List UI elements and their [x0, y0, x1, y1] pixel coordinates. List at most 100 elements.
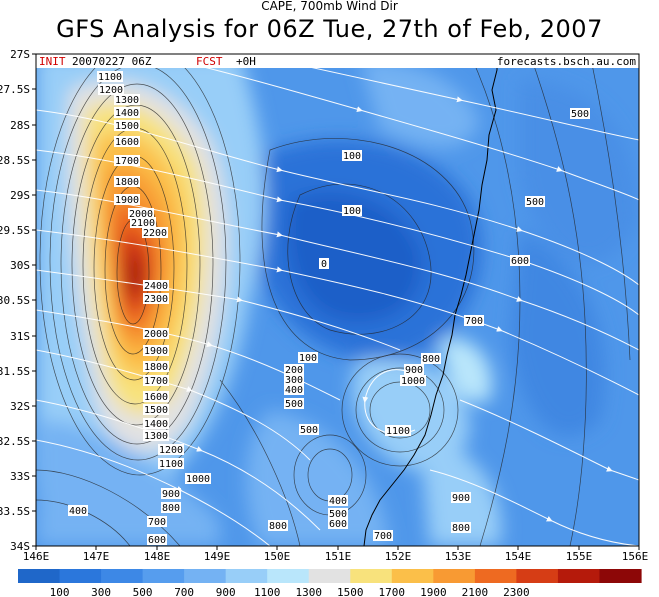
svg-text:400: 400 [329, 496, 347, 507]
svg-text:600: 600 [148, 535, 166, 546]
svg-text:1600: 1600 [144, 392, 168, 403]
colorbar-swatch [308, 569, 351, 583]
colorbar: 100 300 500 700 900 1100 1300 1500 1700 1900 2100 2… [18, 569, 642, 597]
longitude-axis: 146E 147E 148E 149E 150E 151E 152E 153E … [23, 546, 648, 563]
contour-label: 1100 [97, 71, 123, 83]
contour-label: 500 [284, 398, 304, 410]
svg-text:600: 600 [511, 256, 529, 267]
colorbar-tick-label: 700 [174, 586, 194, 597]
svg-text:1400: 1400 [115, 108, 139, 119]
contour-label: 1200 [158, 444, 184, 456]
contour-label: 400 [68, 505, 88, 517]
colorbar-tick-label: 300 [91, 586, 111, 597]
contour-label: 1900 [114, 194, 140, 206]
svg-text:2000: 2000 [129, 209, 153, 220]
svg-text:900: 900 [405, 365, 423, 376]
svg-text:800: 800 [269, 521, 287, 532]
fcst-value: +0H [236, 55, 256, 68]
contour-label: 1300 [143, 430, 169, 442]
contour-label: 500 [328, 508, 348, 520]
colorbar-tick-label: 1300 [295, 586, 322, 597]
svg-text:2300: 2300 [144, 294, 168, 305]
contour-label: 1900 [143, 345, 169, 357]
fcst-label: FCST [196, 55, 223, 68]
lon-tick-label: 150E [264, 550, 291, 563]
contour-label: 1800 [143, 361, 169, 373]
lat-tick-label: 33.5S [0, 505, 30, 518]
contour-label: 2100 [130, 217, 156, 229]
svg-text:600: 600 [329, 519, 347, 530]
lon-tick-label: 153E [445, 550, 472, 563]
contour-label: 1700 [114, 155, 140, 167]
lat-tick-label: 33S [10, 470, 30, 483]
init-value: 20070227 06Z [72, 55, 152, 68]
lon-tick-label: 147E [83, 550, 110, 563]
colorbar-tick-label: 1500 [337, 586, 364, 597]
contour-label: 100 [298, 352, 318, 364]
svg-text:400: 400 [285, 385, 303, 396]
svg-text:1000: 1000 [401, 376, 425, 387]
contour-label: 2400 [143, 280, 169, 292]
colorbar-tick-label: 1900 [420, 586, 447, 597]
svg-text:1700: 1700 [115, 156, 139, 167]
contour-label: 500 [570, 108, 590, 120]
contour-label: 400 [284, 384, 304, 396]
svg-text:500: 500 [329, 509, 347, 520]
colorbar-swatch [391, 569, 434, 583]
cape-field [36, 54, 639, 546]
svg-text:0: 0 [321, 259, 327, 270]
svg-text:800: 800 [162, 503, 180, 514]
colorbar-tick-label: 500 [133, 586, 153, 597]
svg-text:700: 700 [465, 316, 483, 327]
svg-text:1400: 1400 [144, 419, 168, 430]
svg-text:1100: 1100 [98, 72, 122, 83]
colorbar-swatch [225, 569, 268, 583]
svg-text:700: 700 [148, 517, 166, 528]
svg-text:2200: 2200 [143, 228, 167, 239]
lon-tick-label: 148E [144, 550, 171, 563]
source-credit: forecasts.bsch.au.com [497, 55, 636, 68]
lat-tick-label: 30.5S [0, 294, 30, 307]
colorbar-swatch [516, 569, 559, 583]
contour-label: 1600 [143, 391, 169, 403]
colorbar-swatch [184, 569, 227, 583]
colorbar-tick-label: 1100 [254, 586, 281, 597]
svg-text:500: 500 [571, 109, 589, 120]
contour-label: 0 [319, 258, 329, 270]
contour-label: 2200 [142, 227, 168, 239]
info-strip: INIT 20070227 06Z FCST +0H forecasts.bsc… [36, 54, 639, 68]
contour-label: 1400 [114, 107, 140, 119]
svg-text:1800: 1800 [144, 362, 168, 373]
svg-text:2400: 2400 [144, 281, 168, 292]
contour-label: 900 [451, 492, 471, 504]
colorbar-tick-label: 2100 [462, 586, 489, 597]
contour-label: 100 [342, 205, 362, 217]
map-title: GFS Analysis for 06Z Tue, 27th of Feb, 2… [56, 15, 603, 43]
map-supertitle: CAPE, 700mb Wind Dir [261, 0, 398, 13]
colorbar-tick-label: 1700 [379, 586, 406, 597]
contour-label: 700 [464, 315, 484, 327]
svg-text:2100: 2100 [131, 218, 155, 229]
contour-label: 600 [147, 534, 167, 546]
contour-label: 400 [328, 495, 348, 507]
lat-tick-label: 28S [10, 119, 30, 132]
lat-tick-label: 29S [10, 189, 30, 202]
svg-text:1900: 1900 [144, 346, 168, 357]
colorbar-tick-label: 900 [216, 586, 236, 597]
svg-text:1600: 1600 [115, 137, 139, 148]
latitude-axis: 27S 27.5S 28S 28.5S 29S 29.5S 30S 30.5S … [0, 48, 36, 553]
colorbar-swatch [267, 569, 310, 583]
contour-label: 1000 [400, 375, 426, 387]
lat-tick-label: 31.5S [0, 365, 30, 378]
lon-tick-label: 151E [325, 550, 352, 563]
contour-label: 1100 [158, 458, 184, 470]
contour-label: 2000 [128, 208, 154, 220]
svg-text:400: 400 [69, 506, 87, 517]
contour-label: 1300 [114, 94, 140, 106]
contour-lines [36, 54, 631, 546]
svg-text:800: 800 [422, 354, 440, 365]
contour-label: 600 [510, 255, 530, 267]
svg-text:100: 100 [343, 151, 361, 162]
svg-text:2000: 2000 [144, 329, 168, 340]
